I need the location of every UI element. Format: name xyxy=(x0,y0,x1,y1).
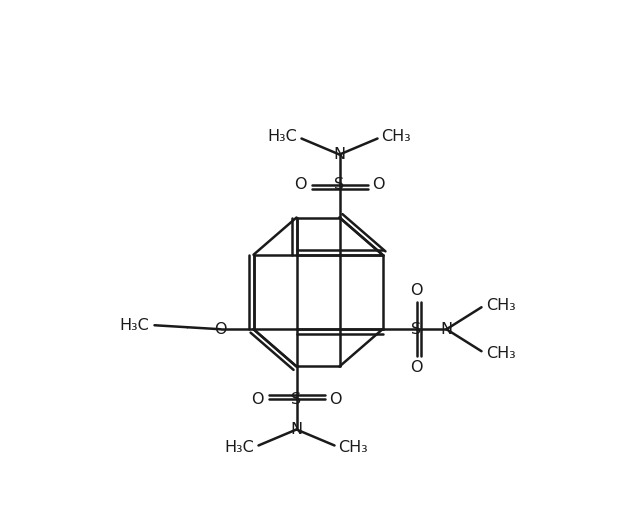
Text: O: O xyxy=(372,177,385,192)
Text: H₃C: H₃C xyxy=(268,129,298,144)
Text: O: O xyxy=(410,360,423,375)
Text: S: S xyxy=(291,392,301,407)
Text: O: O xyxy=(251,392,264,407)
Text: O: O xyxy=(410,283,423,298)
Text: S: S xyxy=(335,177,344,192)
Text: O: O xyxy=(330,392,342,407)
Text: CH₃: CH₃ xyxy=(486,298,516,313)
Text: CH₃: CH₃ xyxy=(486,346,516,361)
Text: H₃C: H₃C xyxy=(120,318,150,333)
Text: CH₃: CH₃ xyxy=(339,440,368,455)
Text: CH₃: CH₃ xyxy=(381,129,412,144)
Text: O: O xyxy=(214,322,227,337)
Text: H₃C: H₃C xyxy=(225,440,255,455)
Text: N: N xyxy=(440,322,452,337)
Text: S: S xyxy=(412,322,422,337)
Text: N: N xyxy=(333,147,346,162)
Text: N: N xyxy=(291,422,303,437)
Text: O: O xyxy=(294,177,307,192)
